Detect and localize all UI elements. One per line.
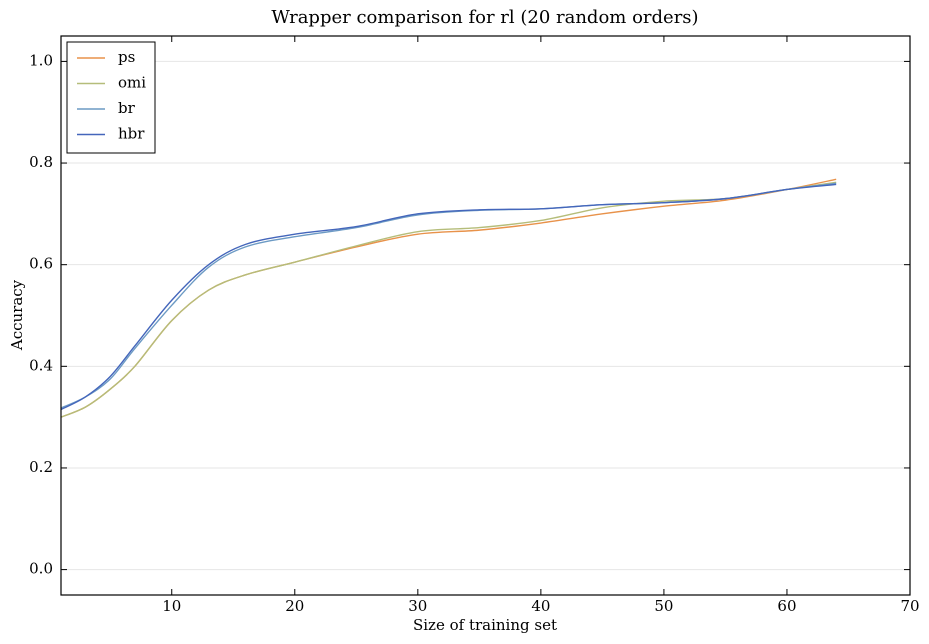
x-tick-label: 20 xyxy=(285,597,304,615)
series-line xyxy=(60,183,837,411)
x-tick-label: 30 xyxy=(408,597,427,615)
legend-label: ps xyxy=(118,48,135,66)
x-tick-label: 70 xyxy=(900,597,919,615)
x-tick-label: 10 xyxy=(162,597,181,615)
y-axis-label: Accuracy xyxy=(8,279,26,351)
legend-label: br xyxy=(118,99,136,117)
plot-frame xyxy=(60,35,911,596)
x-axis-label: Size of training set xyxy=(413,616,557,634)
legend-label: hbr xyxy=(118,125,145,143)
series-line xyxy=(60,181,837,418)
series-line xyxy=(60,182,837,409)
y-tick-label: 0.4 xyxy=(29,356,53,374)
chart-title: Wrapper comparison for rl (20 random ord… xyxy=(271,7,698,28)
y-tick-label: 0.6 xyxy=(29,255,53,273)
x-tick-label: 40 xyxy=(531,597,550,615)
y-tick-label: 0.8 xyxy=(29,153,53,171)
y-tick-label: 1.0 xyxy=(29,51,53,69)
legend-label: omi xyxy=(118,74,146,92)
x-tick-label: 50 xyxy=(654,597,673,615)
y-tick-label: 0.0 xyxy=(29,560,53,578)
x-tick-label: 60 xyxy=(777,597,796,615)
y-tick-label: 0.2 xyxy=(29,458,53,476)
